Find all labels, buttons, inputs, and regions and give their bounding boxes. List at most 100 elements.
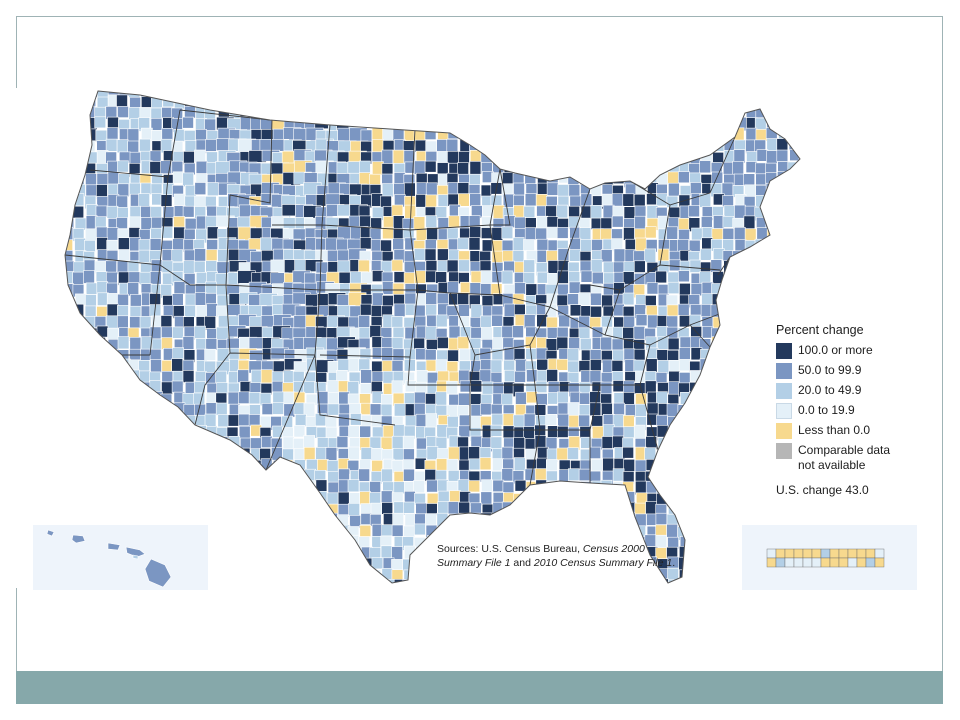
- county-tile: [556, 91, 569, 98]
- county-tile: [700, 457, 713, 471]
- county-tile: [85, 173, 97, 186]
- county-tile: [149, 514, 162, 526]
- county-tile: [130, 592, 141, 595]
- county-tile: [657, 248, 670, 262]
- county-tile: [678, 492, 690, 505]
- county-tile: [699, 105, 712, 119]
- county-tile: [31, 150, 42, 164]
- county-tile: [578, 414, 590, 427]
- county-tile: [306, 568, 318, 582]
- county-tile: [721, 393, 733, 407]
- county-tile: [282, 503, 295, 517]
- county-tile: [426, 91, 439, 101]
- county-tile: [457, 117, 470, 132]
- county-tile: [480, 568, 493, 583]
- county-tile: [270, 514, 283, 527]
- county-tile: [149, 469, 162, 484]
- county-tile: [767, 204, 779, 217]
- county-tile: [270, 481, 283, 495]
- county-tile: [65, 435, 74, 449]
- county-tile: [612, 492, 624, 506]
- county-tile: [633, 424, 646, 440]
- puerto-rico-map: [766, 548, 885, 568]
- county-tile: [799, 91, 800, 97]
- county-tile: [381, 183, 394, 198]
- county-tile: [679, 470, 691, 482]
- county-tile: [667, 150, 679, 165]
- county-tile: [613, 579, 626, 583]
- county-tile: [416, 182, 428, 197]
- county-tile: [711, 95, 724, 110]
- county-tile: [238, 425, 251, 440]
- county-tile: [524, 193, 537, 207]
- county-tile: [679, 140, 692, 155]
- county-tile: [437, 194, 450, 207]
- county-tile: [655, 372, 668, 385]
- county-tile: [535, 380, 548, 393]
- county-tile: [31, 471, 42, 483]
- county-tile: [359, 425, 372, 438]
- county-tile: [185, 447, 197, 462]
- county-tile: [424, 348, 437, 361]
- county-tile: [359, 237, 372, 250]
- county-tile: [238, 556, 250, 569]
- county-tile: [457, 292, 470, 307]
- county-tile: [65, 305, 75, 320]
- county-tile: [106, 205, 119, 219]
- county-tile: [325, 447, 338, 462]
- county-tile: [699, 535, 712, 551]
- county-tile: [139, 271, 152, 286]
- county-tile: [425, 547, 438, 561]
- county-tile: [84, 502, 97, 515]
- county-tile: [611, 193, 624, 207]
- county-tile: [556, 227, 569, 239]
- county-tile: [437, 248, 449, 262]
- county-tile: [744, 471, 757, 485]
- county-tile: [590, 205, 603, 219]
- county-tile: [591, 129, 603, 142]
- county-tile: [469, 161, 482, 175]
- county-tile: [85, 437, 98, 450]
- county-tile: [722, 435, 735, 450]
- county-tile: [83, 468, 96, 482]
- county-tile: [447, 106, 460, 120]
- county-tile: [679, 457, 692, 472]
- county-tile: [414, 569, 426, 583]
- county-tile: [448, 513, 461, 529]
- county-tile: [326, 512, 339, 528]
- county-tile: [721, 402, 734, 416]
- county-tile: [546, 107, 559, 123]
- county-tile: [281, 547, 293, 562]
- county-tile: [623, 426, 636, 439]
- county-tile: [96, 369, 109, 382]
- county-tile: [94, 350, 106, 363]
- county-tile: [271, 591, 282, 596]
- county-tile: [42, 427, 53, 439]
- county-tile: [503, 592, 514, 595]
- county-tile: [745, 315, 758, 328]
- county-tile: [458, 127, 471, 140]
- county-tile: [65, 592, 76, 596]
- county-tile: [559, 580, 571, 583]
- county-tile: [284, 491, 296, 506]
- county-tile: [710, 404, 723, 418]
- county-tile: [501, 325, 514, 340]
- county-tile: [381, 347, 394, 362]
- footer-bar: [16, 671, 943, 704]
- pr-municipio-tile: [811, 548, 822, 559]
- county-tile: [106, 371, 119, 385]
- county-tile: [172, 326, 184, 339]
- county-tile: [656, 140, 669, 155]
- county-tile: [667, 470, 679, 484]
- county-tile: [293, 501, 306, 516]
- county-tile: [482, 590, 493, 595]
- county-tile: [54, 382, 65, 395]
- county-tile: [283, 470, 296, 484]
- county-tile: [315, 490, 328, 506]
- county-tile: [403, 95, 415, 108]
- county-tile: [600, 479, 613, 493]
- county-tile: [491, 592, 502, 595]
- county-tile: [84, 228, 97, 242]
- county-tile: [84, 459, 96, 473]
- county-tile: [382, 424, 395, 438]
